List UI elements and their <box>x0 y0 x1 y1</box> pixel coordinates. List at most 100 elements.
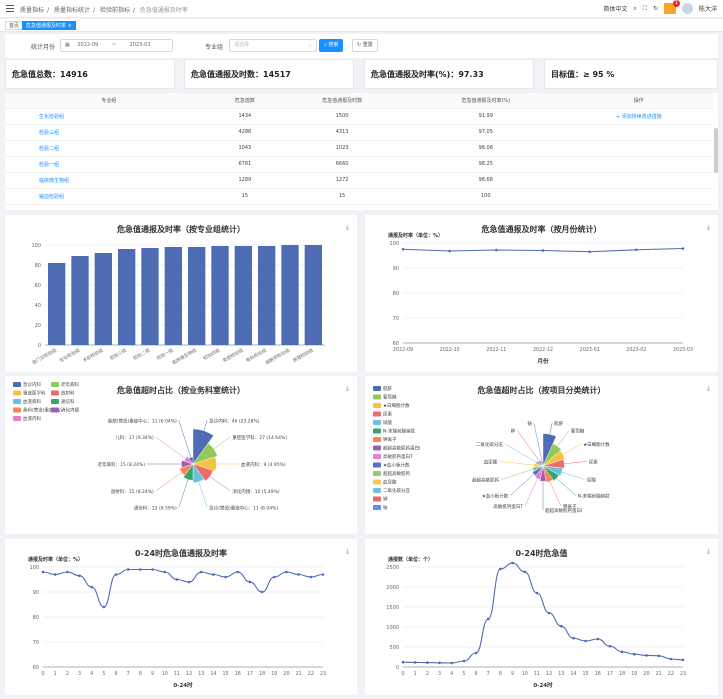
add-measure-link[interactable] <box>564 124 713 141</box>
alert-icon[interactable]: 1 <box>663 0 680 14</box>
search-icon[interactable]: ⌕ <box>633 4 637 12</box>
group-link[interactable]: 生化检验组 <box>5 108 213 125</box>
data-point <box>90 585 93 589</box>
x-tick-label: 14 <box>570 671 576 677</box>
group-link[interactable]: 检验二组 <box>5 140 213 157</box>
bar <box>281 245 299 345</box>
label-line <box>504 443 537 463</box>
x-tick-label: 23 <box>680 671 686 677</box>
y-axis-label: 通报及时率（单位：%） <box>28 556 83 563</box>
x-tick-label: 10 <box>522 671 528 677</box>
download-icon[interactable]: ⤓ <box>706 384 710 392</box>
y-tick-label: 100 <box>31 243 41 249</box>
avatar[interactable] <box>681 3 693 14</box>
reset-button[interactable]: ↻ 重置 <box>352 39 378 52</box>
chart-by-department: 危急值超时占比（按业务科室统计） ⤓ 急诊内科 老年病科 重症医学科 放射科 血液病科通… <box>5 376 357 534</box>
y-tick-label: 90 <box>33 590 39 596</box>
breadcrumb-item[interactable]: 检验前指标 <box>99 7 130 14</box>
x-tick-label: 12 <box>186 671 192 677</box>
table-cell: 97.05 <box>406 124 565 141</box>
pie-slice <box>542 465 563 477</box>
tab-home[interactable]: 首页 <box>5 21 24 30</box>
label-line <box>562 443 582 455</box>
add-measure-link[interactable] <box>564 188 713 205</box>
legend-label: 血液病科 <box>23 398 41 405</box>
y-tick-label: 60 <box>33 665 39 671</box>
chart-by-month: 危急值通报及时率（按月份统计） ⤓ 60 70 80 90 100 通报及时率（单位：%）… <box>365 215 718 372</box>
legend-swatch <box>13 382 21 387</box>
legend-swatch <box>373 428 381 434</box>
x-tick-label: 临床微生物组 <box>171 346 198 366</box>
data-point <box>657 654 660 658</box>
data-point <box>285 570 288 574</box>
search-button[interactable]: ⌕ 搜索 <box>319 39 344 52</box>
x-tick-label: 5 <box>102 671 105 677</box>
legend-label: 钾 <box>383 496 388 503</box>
chart-by-group: 危急值通报及时率（按专业组统计） ⤓ 0 20 40 60 80 100 急门诊检验组 生化检… <box>5 215 357 372</box>
slice-label: 超超高敏肌钙 <box>472 477 499 484</box>
bar <box>141 248 159 345</box>
legend-swatch <box>13 390 21 396</box>
x-tick-label: 18 <box>619 671 625 677</box>
download-icon[interactable]: ⤓ <box>345 547 349 555</box>
month-range-picker[interactable]: ▦ 2022-09 ~ 2023-03 <box>60 39 173 52</box>
group-link[interactable]: 检验一组 <box>5 156 213 173</box>
fullscreen-icon[interactable]: ⛶ <box>642 4 647 12</box>
group-link[interactable]: 检验三组 <box>5 124 213 141</box>
x-tick-label: 急门诊检验组 <box>31 346 58 366</box>
data-point <box>541 249 545 252</box>
slice-label: ★白细胞计数 <box>583 441 610 448</box>
add-measure-link[interactable] <box>564 172 713 189</box>
x-axis-label: 0-24时 <box>173 681 193 689</box>
label-line <box>510 474 535 496</box>
bar <box>164 247 182 345</box>
chart-title: 危急值超时占比（按业务科室统计） <box>117 386 245 395</box>
group-link[interactable]: 输血检验组 <box>5 188 213 205</box>
slice-label: 二氧化碳分压 <box>476 441 503 448</box>
chart-hourly-rate: 0-24时危急值通报及时率 ⤓ 60 70 80 90 100 通报及时率（单位：%） 0-… <box>5 539 357 695</box>
table-scrollbar[interactable] <box>714 128 718 173</box>
table-row: 检验三组 4288 4313 97.05 <box>5 124 713 141</box>
column-header: 操作 <box>564 93 713 109</box>
x-tick-label: 检验一组 <box>155 346 175 361</box>
y-axis-label: 通报及时率（单位：%） <box>388 232 443 239</box>
pie-slice <box>540 461 544 467</box>
refresh-icon[interactable]: ↻ <box>652 5 658 12</box>
slice-label: 钾 <box>511 427 516 434</box>
download-icon[interactable]: ⤓ <box>706 223 710 231</box>
add-measure-link[interactable] <box>564 140 713 157</box>
x-tick-label: 2 <box>66 671 69 677</box>
legend-label: 超超高敏肌钙 <box>383 470 410 477</box>
close-icon[interactable]: × <box>67 23 72 29</box>
add-measure-link[interactable] <box>564 156 713 173</box>
breadcrumb-item[interactable]: 质量指标统计 <box>53 7 90 14</box>
label-line <box>178 479 189 508</box>
x-tick-label: 2 <box>426 671 429 677</box>
breadcrumb-item[interactable]: 质量指标 <box>20 7 45 14</box>
download-icon[interactable]: ⤓ <box>345 223 349 231</box>
x-tick-label: 8 <box>139 671 142 677</box>
x-tick-label: 10 <box>162 671 168 677</box>
download-icon[interactable]: ⤓ <box>345 384 349 392</box>
legend-label: 超超高敏肌钙蛋白I <box>383 445 420 452</box>
label-line <box>203 420 208 431</box>
chart-hourly-count: 0-24时危急值 ⤓ 0 500 1000 1500 2000 2500 通报数（单位：个）… <box>365 539 718 695</box>
tab-current[interactable]: 危急值通报及时率 × <box>22 21 76 30</box>
legend-swatch <box>373 462 381 468</box>
search-button-label: 搜索 <box>328 42 339 48</box>
download-icon[interactable]: ⤓ <box>706 547 710 555</box>
x-tick-label: 11 <box>174 671 180 677</box>
group-placeholder: 请选择 <box>234 42 250 48</box>
group-select[interactable]: 请选择 ⌄ <box>229 39 317 52</box>
table-cell: 100 <box>406 188 565 205</box>
x-tick-label: 19 <box>631 671 637 677</box>
y-tick-label: 70 <box>393 316 399 322</box>
group-link[interactable]: 临床微生物组 <box>5 172 213 189</box>
menu-icon[interactable] <box>6 5 14 12</box>
language-select[interactable]: 简体中文 <box>603 6 628 13</box>
data-point <box>633 652 636 656</box>
add-measure-link[interactable]: + 添加持续改进措施 <box>564 108 713 125</box>
data-point <box>163 570 167 574</box>
user-name[interactable]: 陈大洋 <box>698 6 717 13</box>
legend-swatch <box>373 479 381 485</box>
